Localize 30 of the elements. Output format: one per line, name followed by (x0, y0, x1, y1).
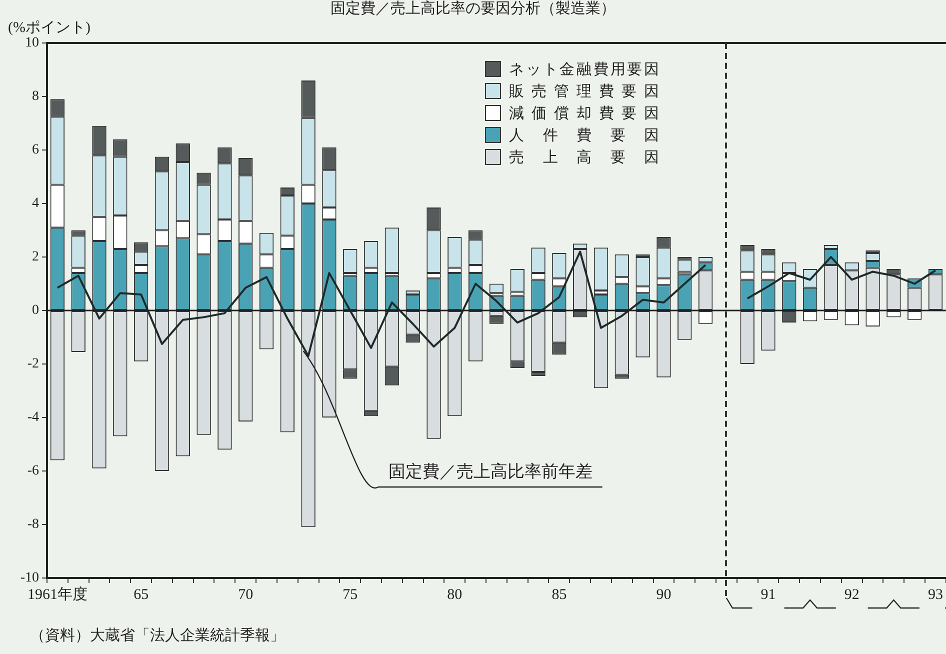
x-tick-label: 91 (760, 586, 776, 603)
legend-label: ネット金融費用要因 (509, 60, 659, 78)
x-tick-label: 80 (447, 586, 462, 603)
y-axis-title: (%ポイント) (8, 19, 90, 37)
y-tick-label: -10 (20, 570, 39, 586)
y-tick-label: 0 (32, 303, 39, 318)
x-tick-label: 75 (342, 586, 358, 603)
y-tick-label: -4 (27, 410, 39, 426)
x-tick-label: 65 (134, 586, 149, 603)
y-tick-label: -8 (27, 517, 39, 532)
y-tick-label: 2 (32, 250, 39, 265)
x-tick-label: 1961年度 (27, 586, 88, 603)
y-tick-label: 4 (32, 196, 39, 212)
x-tick-label: 85 (552, 586, 567, 603)
y-tick-label: 6 (32, 142, 39, 158)
text: 固定費／売上高比率前年差 (388, 462, 592, 481)
y-tick-label: 10 (25, 36, 39, 51)
legend-label: 販売管理費要因 (509, 82, 659, 100)
x-tick-label: 70 (238, 586, 254, 603)
x-tick-label: 92 (844, 586, 860, 603)
x-tick-label: 90 (656, 586, 672, 603)
x-tick-label: 93 (928, 586, 943, 603)
y-tick-label: -2 (27, 356, 39, 372)
legend-label: 人件費要因 (509, 126, 659, 144)
legend-label: 減価償却費要因 (509, 104, 659, 122)
chart-title: 固定費／売上高比率の要因分析（製造業） (330, 0, 616, 18)
y-tick-label: -6 (27, 464, 39, 479)
text: （資料）大蔵省「法人企業統計季報」 (30, 626, 285, 645)
y-tick-label: 8 (32, 89, 39, 104)
legend-label: 売上高要因 (509, 148, 659, 166)
